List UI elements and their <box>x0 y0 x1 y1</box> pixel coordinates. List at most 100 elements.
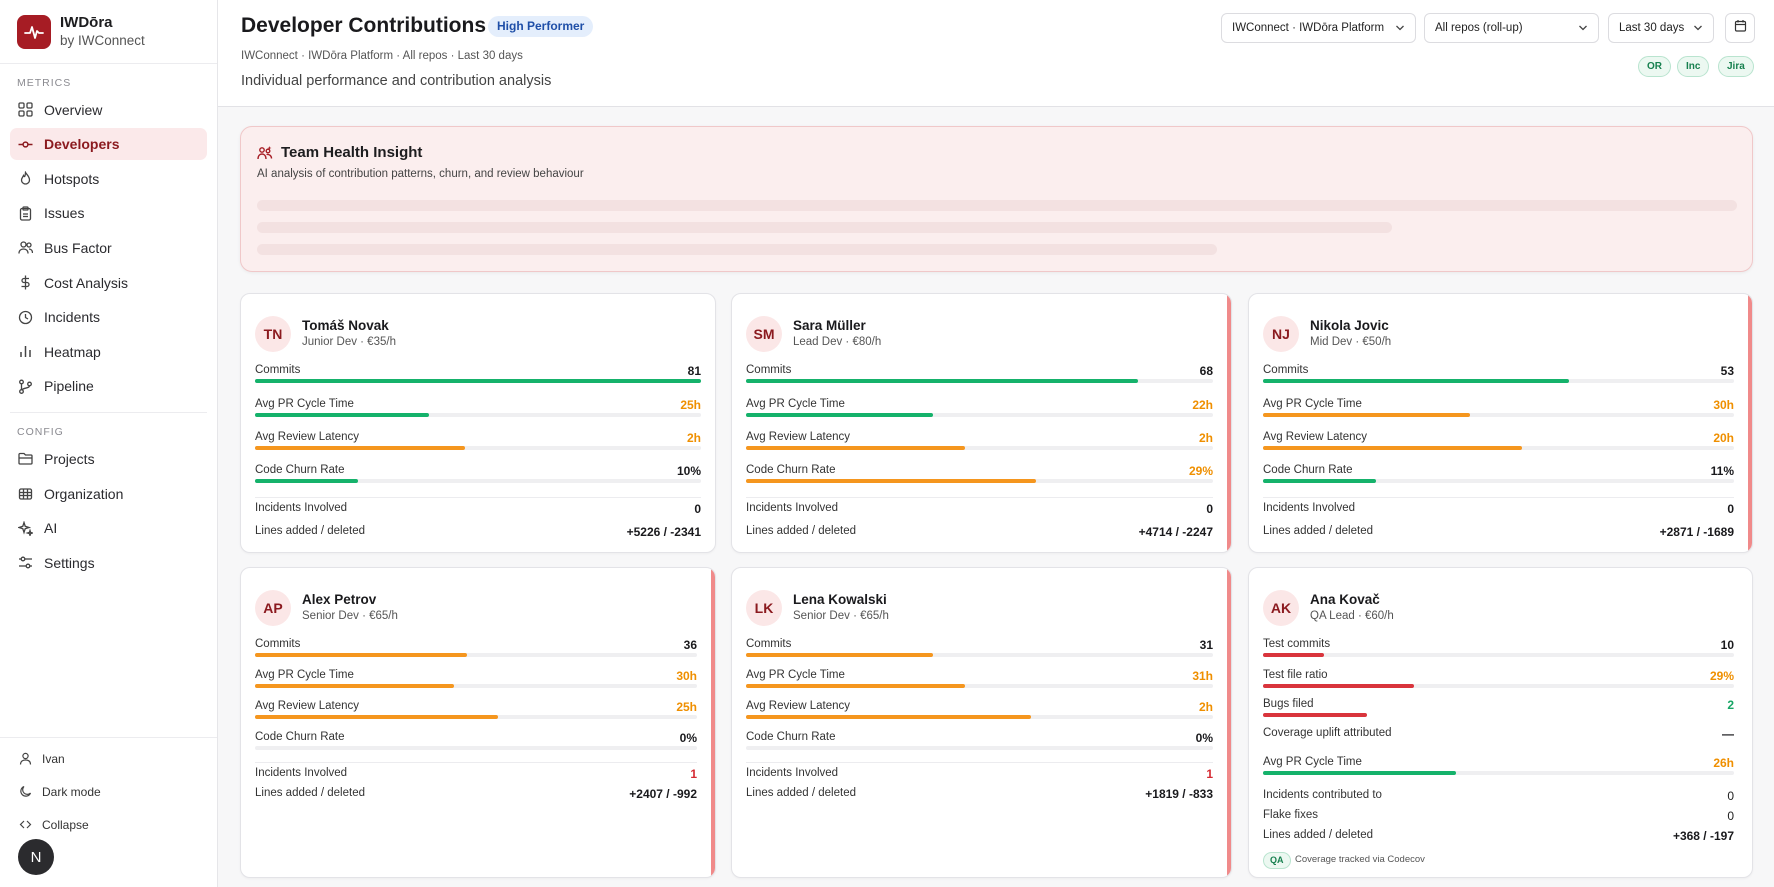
row-lines: Lines added / deleted +1819 / -833 <box>746 787 1213 803</box>
metric-value: 2 <box>1727 698 1734 712</box>
sidebar-item-label: Settings <box>44 554 95 571</box>
metric-label: Commits <box>746 364 792 376</box>
git-branch-icon <box>17 378 33 394</box>
row-label: Flake fixes <box>1263 809 1318 821</box>
sidebar-item-incidents[interactable]: Incidents <box>10 301 207 333</box>
metric-churn: Code Churn Rate 0% <box>255 731 697 755</box>
avatar: TN <box>255 316 291 352</box>
loading-skeleton <box>257 200 1737 211</box>
row-label: Incidents Involved <box>746 767 839 779</box>
dark-mode-toggle[interactable]: Dark mode <box>0 775 217 808</box>
row-label: Incidents Involved <box>1263 502 1356 514</box>
repo-select[interactable]: All repos (roll-up) <box>1424 13 1599 43</box>
range-select[interactable]: Last 30 days <box>1608 13 1714 43</box>
metric-label: Code Churn Rate <box>255 731 345 743</box>
row-value: +5226 / -2341 <box>626 525 701 539</box>
metric-label: Avg Review Latency <box>255 431 359 443</box>
metric-label: Test commits <box>1263 638 1331 650</box>
row-label: Lines added / deleted <box>255 525 365 537</box>
metric-label: Avg Review Latency <box>746 431 850 443</box>
row-label: Lines added / deleted <box>746 525 856 537</box>
row-value: 0 <box>1727 502 1734 516</box>
metric-pr-cycle: Avg PR Cycle Time 25h <box>255 398 701 422</box>
divider <box>746 762 1213 763</box>
user-menu[interactable]: Ivan <box>0 742 217 775</box>
metric-value: 0% <box>1195 731 1213 745</box>
sidebar-item-settings[interactable]: Settings <box>10 547 207 579</box>
users-sparkle-icon <box>257 145 273 166</box>
source-badge-inc: Inc <box>1677 56 1710 77</box>
row-lines: Lines added / deleted +4714 / -2247 <box>746 525 1213 541</box>
loading-skeleton <box>257 222 1392 233</box>
metric-bar <box>746 715 1031 719</box>
developer-card[interactable]: SM Sara Müller Lead Dev · €80/h Commits … <box>731 293 1232 553</box>
globe-icon <box>17 486 33 502</box>
avatar: SM <box>746 316 782 352</box>
metric-track <box>746 446 1213 450</box>
metric-track <box>1263 413 1734 417</box>
metric-track <box>1263 446 1734 450</box>
page-subtitle: Individual performance and contribution … <box>241 73 552 89</box>
row-incidents: Incidents Involved 0 <box>746 502 1213 518</box>
sidebar-item-heatmap[interactable]: Heatmap <box>10 336 207 368</box>
developer-card[interactable]: LK Lena Kowalski Senior Dev · €65/h Comm… <box>731 567 1232 878</box>
sidebar-item-overview[interactable]: Overview <box>10 94 207 126</box>
org-select[interactable]: IWConnect · IWDōra Platform <box>1221 13 1416 43</box>
source-badge-jira: Jira <box>1718 56 1754 77</box>
row-label: Lines added / deleted <box>746 787 856 799</box>
sidebar-item-bus-factor[interactable]: Bus Factor <box>10 232 207 264</box>
metric-value: 0% <box>679 731 697 745</box>
sidebar-item-cost-analysis[interactable]: Cost Analysis <box>10 267 207 299</box>
developer-card[interactable]: NJ Nikola Jovic Mid Dev · €50/h Commits … <box>1248 293 1753 553</box>
sidebar-item-hotspots[interactable]: Hotspots <box>10 163 207 195</box>
developer-role: QA Lead · €60/h <box>1310 610 1394 622</box>
row-label: Incidents Involved <box>746 502 839 514</box>
metric-value: 81 <box>687 364 701 378</box>
metric-bar <box>255 379 701 383</box>
metric-bar <box>1263 446 1523 450</box>
sidebar-item-developers[interactable]: Developers <box>10 128 207 161</box>
metric-label: Commits <box>1263 364 1309 376</box>
qa-developer-card[interactable]: AK Ana Kovač QA Lead · €60/h Test commit… <box>1248 567 1753 878</box>
metric-track <box>255 479 701 483</box>
page-header: Developer Contributions High Performer I… <box>218 0 1774 107</box>
status-badge: High Performer <box>488 16 594 37</box>
developer-card[interactable]: AP Alex Petrov Senior Dev · €65/h Commit… <box>240 567 716 878</box>
collapse-label: Collapse <box>42 817 89 832</box>
folder-icon <box>17 451 33 467</box>
sidebar-item-pipeline[interactable]: Pipeline <box>10 370 207 402</box>
sidebar-item-issues[interactable]: Issues <box>10 197 207 229</box>
sidebar-item-label: Developers <box>44 136 120 153</box>
sidebar-item-projects[interactable]: Projects <box>10 443 207 475</box>
avatar[interactable]: N <box>18 839 54 875</box>
row-incidents: Incidents Involved 0 <box>1263 502 1734 518</box>
metric-bar <box>255 479 358 483</box>
row-value: 0 <box>1727 809 1734 823</box>
metric-label: Commits <box>746 638 792 650</box>
metric-track <box>255 715 697 719</box>
metric-track <box>255 379 701 383</box>
sidebar-item-label: Heatmap <box>44 343 101 360</box>
metric-value: 20h <box>1713 431 1734 445</box>
metric-bar <box>1263 684 1414 688</box>
metric-bar <box>1263 413 1471 417</box>
brand[interactable]: IWDōra by IWConnect <box>0 0 217 64</box>
calendar-button[interactable] <box>1725 13 1755 43</box>
sidebar-item-organization[interactable]: Organization <box>10 478 207 510</box>
sidebar-item-label: Projects <box>44 450 95 467</box>
config-section-label: CONFIG <box>17 426 64 439</box>
row-value: +4714 / -2247 <box>1138 525 1213 539</box>
metric-value: 25h <box>676 700 697 714</box>
sidebar-item-ai[interactable]: AI <box>10 512 207 544</box>
avatar: LK <box>746 590 782 626</box>
row-value: 0 <box>1206 502 1213 516</box>
brand-name: IWDōra <box>60 14 113 31</box>
breadcrumb: IWConnect · IWDōra Platform · All repos … <box>241 50 523 62</box>
developer-card[interactable]: TN Tomáš Novak Junior Dev · €35/h Commit… <box>240 293 716 553</box>
metric-track <box>255 684 697 688</box>
sidebar-item-label: Organization <box>44 485 124 502</box>
collapse-button[interactable]: Collapse <box>0 808 217 841</box>
sparkles-icon <box>17 520 33 536</box>
metric-churn: Code Churn Rate 10% <box>255 464 701 488</box>
row-label: Incidents Involved <box>255 767 348 779</box>
